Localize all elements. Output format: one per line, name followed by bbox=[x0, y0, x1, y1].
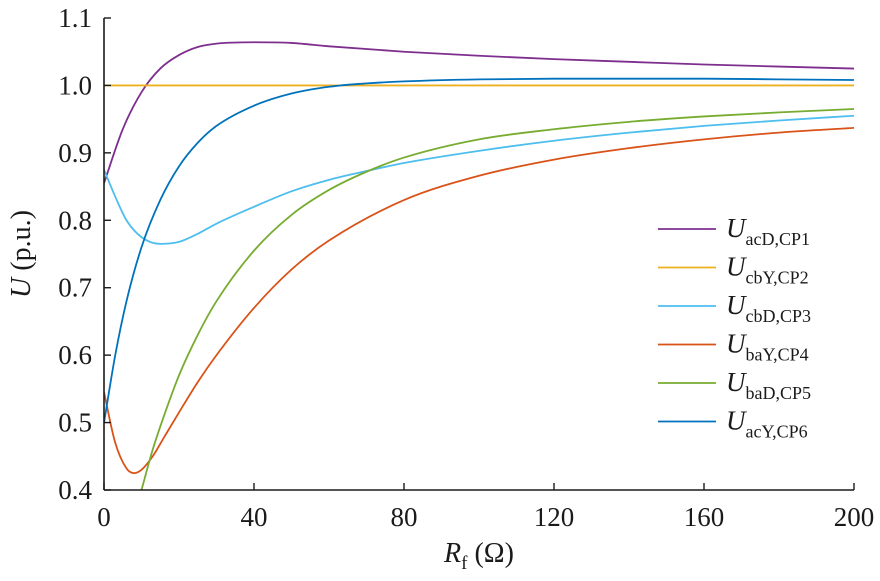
y-tick-label: 1.0 bbox=[58, 70, 92, 100]
y-tick-label: 0.8 bbox=[58, 205, 92, 235]
legend-item: UcbD,CP3 bbox=[658, 290, 811, 326]
legend-item: UcbY,CP2 bbox=[658, 252, 809, 288]
legend-item: UbaY,CP4 bbox=[658, 329, 809, 365]
x-tick-label: 200 bbox=[834, 502, 875, 532]
y-tick-label: 0.6 bbox=[58, 340, 92, 370]
axis-labels: Rf (Ω) U (p.u.) bbox=[6, 210, 514, 574]
legend: UacD,CP1UcbY,CP2UcbD,CP3UbaY,CP4UbaD,CP5… bbox=[658, 213, 811, 442]
x-tick-label: 80 bbox=[391, 502, 418, 532]
x-tick-label: 160 bbox=[684, 502, 725, 532]
y-tick-label: 0.4 bbox=[58, 475, 92, 505]
series-line-acd-cp1 bbox=[104, 41, 854, 184]
legend-label: UacY,CP6 bbox=[726, 406, 808, 442]
x-axis-label: Rf (Ω) bbox=[443, 538, 514, 574]
legend-label: UcbD,CP3 bbox=[726, 290, 811, 326]
x-tick-label: 40 bbox=[241, 502, 268, 532]
series-line-bay-cp4 bbox=[104, 127, 854, 475]
y-tick-label: 0.7 bbox=[58, 273, 92, 303]
y-axis-label: U (p.u.) bbox=[6, 210, 37, 298]
legend-item: UacY,CP6 bbox=[658, 406, 808, 442]
x-tick-label: 120 bbox=[534, 502, 575, 532]
legend-label: UcbY,CP2 bbox=[726, 252, 809, 288]
ticks: 0.4 0.5 0.6 0.7 0.8 0.9 1.0 1.1 0 40 80 120 160 200 bbox=[58, 3, 874, 532]
series-line-cbd-cp3 bbox=[104, 114, 854, 245]
axes bbox=[103, 18, 854, 491]
legend-item: UacD,CP1 bbox=[658, 213, 810, 249]
legend-label: UbaY,CP4 bbox=[726, 329, 809, 365]
legend-label: UacD,CP1 bbox=[726, 213, 810, 249]
series-line-bad-cp5 bbox=[140, 108, 854, 490]
legend-label: UbaD,CP5 bbox=[726, 367, 811, 403]
y-tick-label: 0.9 bbox=[58, 138, 92, 168]
y-tick-label: 0.5 bbox=[58, 408, 92, 438]
y-tick-label: 1.1 bbox=[58, 3, 92, 33]
plot-lines bbox=[104, 41, 854, 490]
legend-item: UbaD,CP5 bbox=[658, 367, 811, 403]
x-tick-label: 0 bbox=[97, 502, 111, 532]
series-line-acy-cp6 bbox=[104, 77, 854, 423]
